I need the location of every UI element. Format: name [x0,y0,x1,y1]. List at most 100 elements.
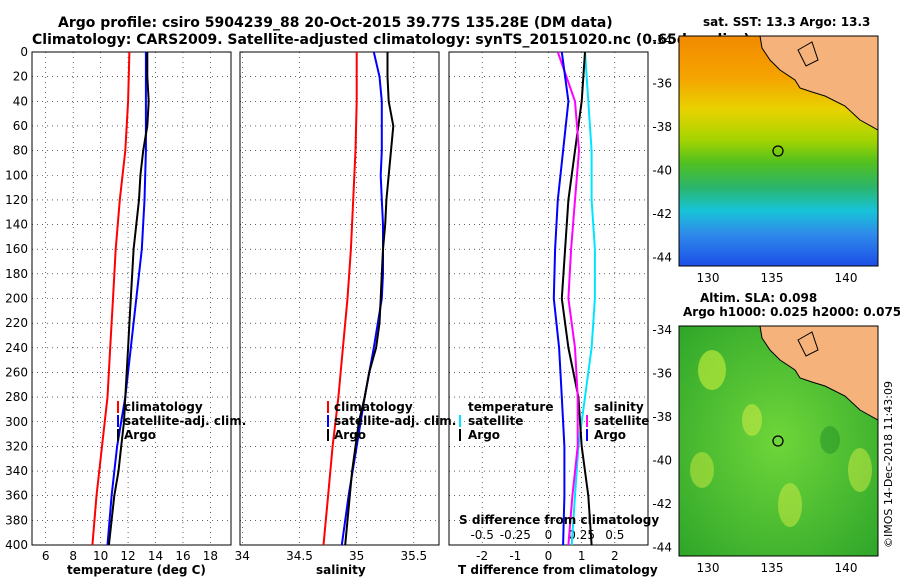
depth-tick-label: 400 [5,538,28,552]
x-tick-label: 34.5 [286,549,313,563]
difference-legend: temperature satellite Argo salinity sate… [459,400,649,442]
depth-tick-label: 120 [5,193,28,207]
legend-climatology: climatology [124,400,203,414]
s-difference-label: S difference from climatology [459,513,659,527]
series-line-argo [344,52,395,546]
lat-tick-label: -42 [652,207,672,221]
difference-panel [448,51,649,546]
depth-tick-label: 60 [13,119,28,133]
watermark: ©IMOS 14-Dec-2018 11:43:09 [882,381,895,548]
depth-tick-label: 140 [5,218,28,232]
depth-tick-label: 200 [5,292,28,306]
depth-tick-label: 80 [13,144,28,158]
sst-peninsula [797,41,819,67]
sst-map [678,35,879,267]
lon-tick-label: 135 [761,561,784,575]
sst-map-title: sat. SST: 13.3 Argo: 13.3 [703,15,870,29]
x-tick-label: 12 [120,549,135,563]
lon-tick-label: 135 [761,271,784,285]
series-line-satellite-adj-clim- [340,51,384,546]
legend-t-satellite: satellite [468,414,523,428]
sla-blob [742,404,762,436]
depth-tick-label: 360 [5,489,28,503]
sst-argo-marker [772,145,784,157]
title-line-2: Climatology: CARS2009. Satellite-adjuste… [32,32,750,48]
s-tick-label: 0 [545,528,553,542]
lon-tick-label: 140 [835,271,858,285]
series-line-climatology [322,52,358,546]
x-tick-label: 1 [578,549,586,563]
depth-tick-label: 100 [5,168,28,182]
lon-tick-label: 130 [697,561,720,575]
sla-frame [678,325,879,557]
lat-tick-label: -44 [652,541,672,555]
x-tick-label: 8 [69,549,77,563]
depth-tick-label: 180 [5,267,28,281]
profile-lines [91,51,596,546]
depth-tick-label: 0 [20,45,28,59]
lat-tick-label: -42 [652,497,672,511]
x-tick-label: 35.5 [400,549,427,563]
legend-temperature-header: temperature [468,400,553,414]
depth-tick-label: 300 [5,415,28,429]
s-tick-label: -0.25 [500,528,531,542]
depth-tick-labels: 0 20 40 60 80 100 120 140 160 180 200 220 240 260 280 3… [5,45,28,552]
salinity-xlabel: salinity [316,563,366,577]
lat-tick-label: -38 [652,410,672,424]
x-tick-label: 0 [545,549,553,563]
depth-tick-label: 20 [13,70,28,84]
s-tick-label: 0.5 [605,528,624,542]
grid-lines [32,52,648,545]
x-tick-label: 18 [203,549,218,563]
legend-argo: Argo [124,428,156,442]
sla-blob [820,426,840,454]
legend-t-argo: Argo [468,428,500,442]
t-difference-xlabel: T difference from climatology [458,563,658,577]
s-tick-label: -0.5 [470,528,493,542]
depth-tick-label: 160 [5,242,28,256]
x-tick-labels: 6 8 10 12 14 16 18 34 34.5 35 35.5 -2 -1 0 1 2-0.5 -0.25… [42,528,624,563]
legend-climatology: climatology [334,400,413,414]
depth-tick-label: 340 [5,464,28,478]
lon-tick-label: 130 [697,271,720,285]
title-line-1: Argo profile: csiro 5904239_88 20-Oct-20… [58,15,613,31]
sla-blob [848,448,872,492]
x-tick-label: 34 [235,549,250,563]
depth-tick-label: 320 [5,439,28,453]
x-tick-label: 35 [349,549,364,563]
sla-blob [698,350,726,390]
sla-argo-marker [772,435,784,447]
series-line-climatology [91,51,131,546]
sla-blob [690,452,714,488]
x-tick-label: 2 [611,549,619,563]
temperature-xlabel: temperature (deg C) [67,563,206,577]
map-tick-labels: -34 -36 -38 -40 -42 -44 130 135 140 -34 -36 -38 -40 -… [652,33,857,575]
lat-tick-label: -36 [652,367,672,381]
depth-tick-label: 220 [5,316,28,330]
series-line-argo [107,52,150,546]
lat-tick-label: -38 [652,120,672,134]
depth-tick-label: 380 [5,513,28,527]
salinity-legend: climatology satellite-adj. clim. Argo [327,400,456,442]
x-tick-label: 6 [42,549,50,563]
legend-s-satellite: satellite [594,414,649,428]
sla-blob [778,483,802,527]
lat-tick-label: -40 [652,164,672,178]
x-tick-label: 16 [175,549,190,563]
depth-tick-label: 260 [5,365,28,379]
legend-satellite: satellite-adj. clim. [334,414,456,428]
x-tick-label: -2 [476,549,488,563]
series-line-salinity-satellite [556,51,581,546]
lat-tick-label: -36 [652,77,672,91]
lon-tick-label: 140 [835,561,858,575]
lat-tick-label: -34 [652,33,672,47]
x-tick-label: -1 [509,549,521,563]
sla-peninsula [797,331,819,357]
sla-title-line-1: Altim. SLA: 0.098 [700,291,817,305]
depth-tick-label: 240 [5,341,28,355]
series-line-temperature-satellite [570,51,596,546]
lat-tick-label: -44 [652,251,672,265]
legend-satellite: satellite-adj. clim. [124,414,246,428]
sst-frame [678,35,879,267]
s-tick-label: 0.25 [568,528,595,542]
